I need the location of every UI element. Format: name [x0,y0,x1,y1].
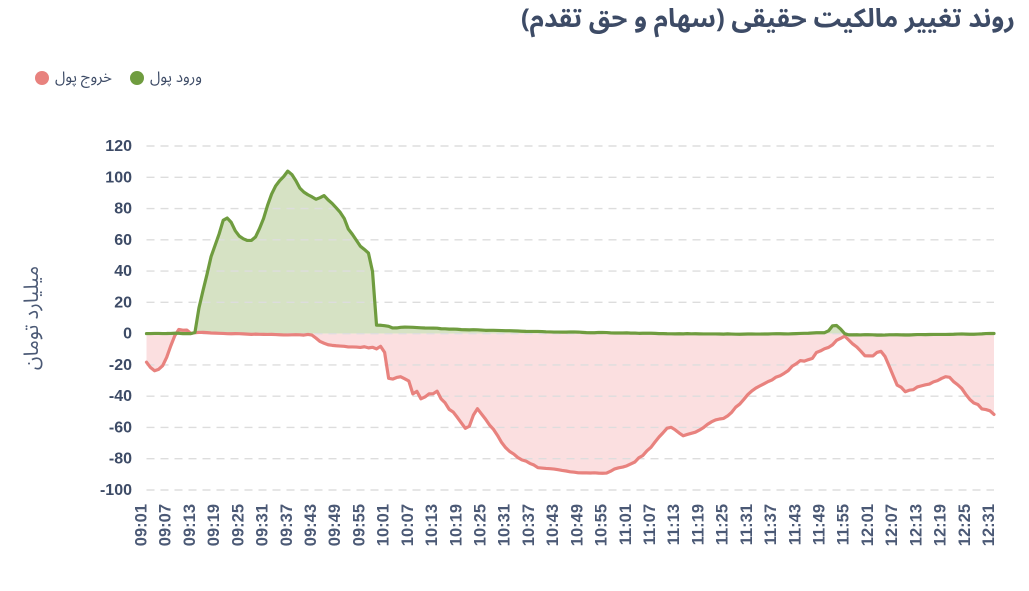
svg-text:12:01: 12:01 [859,504,877,546]
svg-text:12:25: 12:25 [956,504,974,546]
svg-text:09:19: 09:19 [205,504,223,546]
svg-text:12:07: 12:07 [883,504,901,546]
svg-text:11:19: 11:19 [689,504,707,545]
svg-text:09:31: 09:31 [254,504,272,546]
svg-text:-100: -100 [100,482,132,499]
svg-text:09:49: 09:49 [326,504,344,546]
svg-text:09:01: 09:01 [133,504,151,546]
svg-text:100: 100 [105,169,132,186]
svg-text:09:07: 09:07 [157,504,175,546]
svg-text:-60: -60 [109,419,132,436]
svg-text:09:13: 09:13 [181,504,199,546]
svg-text:11:01: 11:01 [617,504,635,545]
svg-text:10:49: 10:49 [568,504,586,546]
svg-text:0: 0 [123,326,132,343]
svg-text:-80: -80 [109,451,132,468]
svg-text:-40: -40 [109,388,132,405]
svg-text:09:43: 09:43 [302,504,320,546]
svg-text:12:31: 12:31 [980,504,998,546]
svg-text:40: 40 [114,263,132,280]
svg-text:11:07: 11:07 [641,504,659,545]
svg-text:60: 60 [114,232,132,249]
svg-text:11:43: 11:43 [786,504,804,545]
svg-text:11:25: 11:25 [714,504,732,545]
svg-text:10:31: 10:31 [496,504,514,546]
svg-text:11:13: 11:13 [665,504,683,545]
svg-text:09:25: 09:25 [229,504,247,546]
svg-text:11:49: 11:49 [811,504,829,545]
svg-text:-20: -20 [109,357,132,374]
svg-text:09:37: 09:37 [278,504,296,546]
svg-text:10:55: 10:55 [593,504,611,546]
svg-text:10:19: 10:19 [447,504,465,546]
svg-text:10:13: 10:13 [423,504,441,546]
svg-text:12:13: 12:13 [907,504,925,546]
svg-text:20: 20 [114,294,132,311]
svg-text:11:55: 11:55 [835,504,853,545]
svg-text:10:25: 10:25 [472,504,490,546]
svg-text:10:07: 10:07 [399,504,417,546]
svg-text:10:43: 10:43 [544,504,562,546]
svg-text:10:01: 10:01 [375,504,393,546]
svg-text:10:37: 10:37 [520,504,538,546]
svg-text:12:19: 12:19 [932,504,950,546]
svg-text:11:37: 11:37 [762,504,780,545]
svg-text:09:55: 09:55 [350,504,368,546]
svg-text:80: 80 [114,201,132,218]
svg-text:120: 120 [105,138,132,155]
svg-text:11:31: 11:31 [738,504,756,545]
